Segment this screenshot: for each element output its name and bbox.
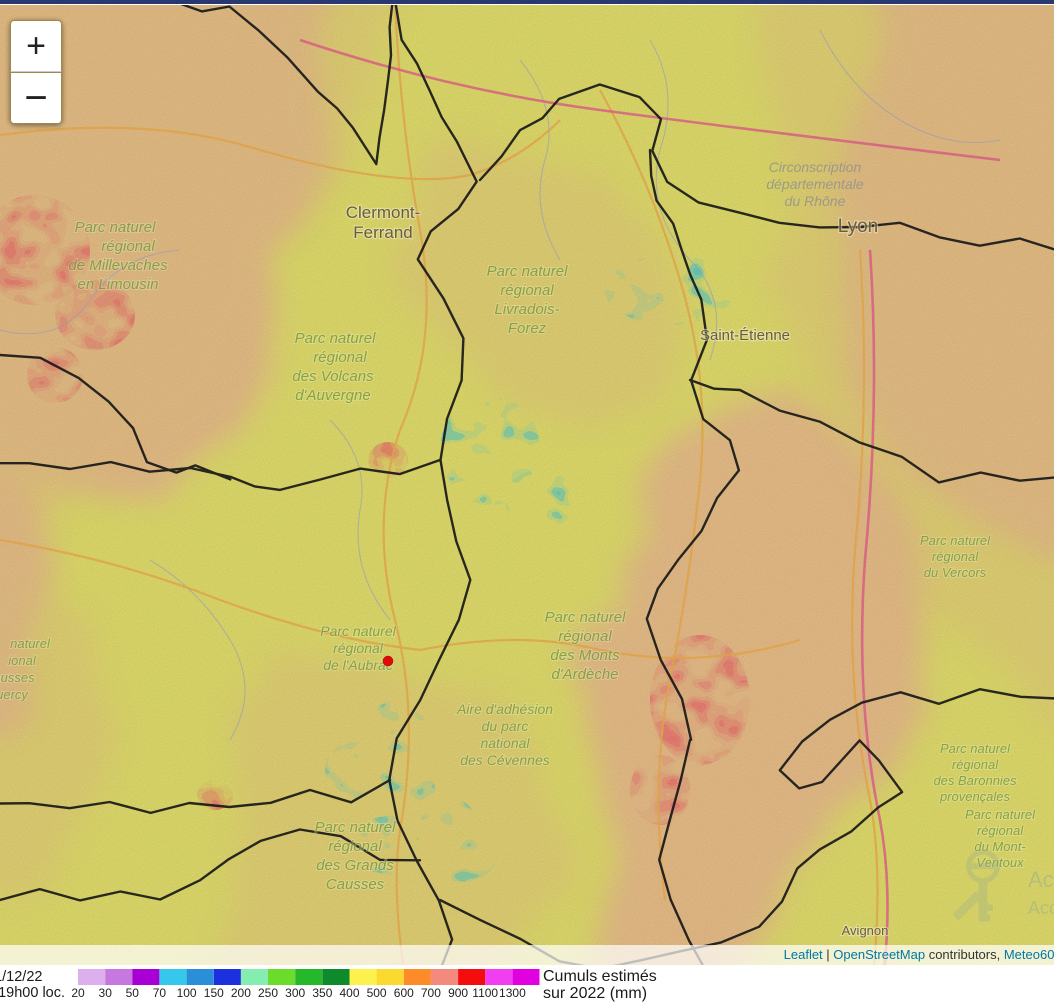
svg-text:150: 150 [204,986,224,1000]
svg-text:du Vercors: du Vercors [924,565,987,580]
svg-text:des Monts: des Monts [550,647,620,664]
svg-text:régional: régional [333,640,384,656]
svg-text:du parc: du parc [482,718,529,734]
svg-text:250: 250 [258,986,278,1000]
svg-text:50: 50 [126,986,140,1000]
svg-text:provençales: provençales [939,789,1011,804]
svg-text:Ferrand: Ferrand [353,223,413,242]
svg-text:de l'Aubrac: de l'Aubrac [323,657,393,673]
svg-text:Aire d'adhésion: Aire d'adhésion [456,701,553,717]
svg-text:d'Auvergne: d'Auvergne [295,387,370,404]
svg-text:1300: 1300 [499,986,526,1000]
svg-text:400: 400 [339,986,359,1000]
svg-text:des Grands: des Grands [316,857,394,874]
svg-text:Circonscription: Circonscription [769,159,862,175]
svg-text:Parc naturel: Parc naturel [487,263,569,280]
svg-text:Parc naturel: Parc naturel [545,609,627,626]
svg-text:ional: ional [8,653,37,668]
svg-text:200: 200 [231,986,251,1000]
svg-text:Causses: Causses [326,876,385,893]
svg-text:régional: régional [101,238,155,255]
svg-text:30: 30 [99,986,113,1000]
svg-text:Clermont-: Clermont- [346,203,421,222]
svg-text:uercy: uercy [0,687,29,702]
svg-text:Parc naturel: Parc naturel [920,533,991,548]
svg-text:Activer: Activer [1028,867,1054,892]
svg-text:des Volcans: des Volcans [292,368,374,385]
svg-text:600: 600 [394,986,414,1000]
svg-text:régional: régional [558,628,612,645]
svg-text:national: national [480,735,530,751]
svg-text:500: 500 [367,986,387,1000]
svg-text:en Limousin: en Limousin [78,276,159,293]
svg-text:Accéder: Accéder [1028,898,1054,918]
svg-text:70: 70 [153,986,167,1000]
svg-text:Saint-Étienne: Saint-Étienne [700,327,790,344]
svg-text:régional: régional [313,349,367,366]
svg-text:Parc naturel: Parc naturel [940,741,1011,756]
svg-text:1100: 1100 [472,986,498,1000]
svg-text:20: 20 [71,986,85,1000]
svg-text:Avignon: Avignon [842,923,889,938]
svg-text:350: 350 [312,986,332,1000]
svg-text:d'Ardèche: d'Ardèche [551,666,618,683]
svg-text:régional: régional [500,282,554,299]
svg-text:régional: régional [328,838,382,855]
svg-text:Livradois-: Livradois- [494,301,559,318]
svg-text:Parc naturel: Parc naturel [965,807,1036,822]
svg-text:Lyon: Lyon [838,216,879,237]
svg-text:100: 100 [177,986,197,1000]
svg-text:Parc naturel: Parc naturel [320,623,396,639]
svg-text:des Cévennes: des Cévennes [460,752,550,768]
svg-text:300: 300 [285,986,305,1000]
svg-text:naturel: naturel [10,636,51,651]
svg-text:700: 700 [421,986,441,1000]
svg-text:régional: régional [952,757,999,772]
svg-text:Parc naturel: Parc naturel [315,819,397,836]
svg-text:régional: régional [977,823,1024,838]
svg-text:Parc naturel: Parc naturel [295,330,377,347]
svg-text:régional: régional [932,549,979,564]
svg-text:ausses: ausses [0,670,35,685]
svg-text:des Baronnies: des Baronnies [933,773,1017,788]
svg-text:du Rhône: du Rhône [785,193,846,209]
svg-text:900: 900 [448,986,468,1000]
svg-text:Forez: Forez [508,320,547,337]
svg-text:Parc naturel: Parc naturel [75,219,157,236]
svg-text:de Millevaches: de Millevaches [68,257,168,274]
svg-text:départementale: départementale [766,176,864,192]
